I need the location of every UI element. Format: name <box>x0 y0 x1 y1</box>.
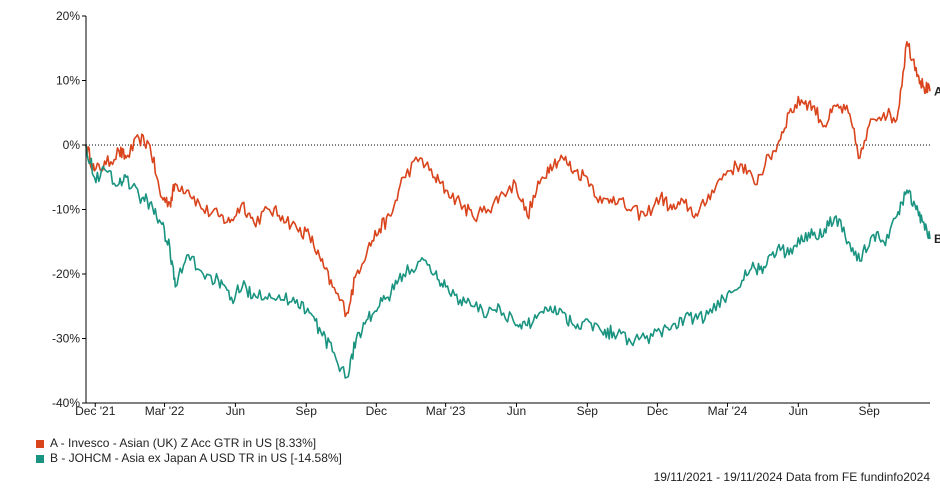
x-tick-label: Jun <box>507 404 526 418</box>
series-line-a <box>85 41 931 318</box>
x-tick-label: Mar '22 <box>145 404 185 418</box>
source-footer: 19/11/2021 - 19/11/2024 Data from FE fun… <box>653 470 930 484</box>
y-tick-label: -30% <box>52 332 80 346</box>
legend-swatch-a <box>36 439 44 448</box>
x-tick-label: Dec '21 <box>75 404 116 418</box>
y-tick-label: 20% <box>56 9 80 23</box>
x-tick-label: Sep <box>577 404 599 418</box>
x-tick-label: Mar '24 <box>708 404 748 418</box>
x-tick-label: Jun <box>789 404 808 418</box>
x-tick-label: Mar '23 <box>426 404 466 418</box>
y-tick-label: 10% <box>56 74 80 88</box>
x-tick-label: Dec <box>647 404 668 418</box>
axis-layer: 20% 10% 0% -10% -20% -30% -40%Dec '21 Mar '22 Ju… <box>52 9 930 418</box>
x-tick-label: Sep <box>858 404 880 418</box>
y-tick-label: -20% <box>52 267 80 281</box>
series-end-label-a: A <box>934 84 940 98</box>
y-tick-label: 0% <box>63 138 81 152</box>
legend: A - Invesco - Asian (UK) Z Acc GTR in US… <box>36 436 342 466</box>
legend-label-b: B - JOHCM - Asia ex Japan A USD TR in US… <box>50 451 342 465</box>
legend-swatch-b <box>36 454 44 463</box>
y-tick-label: -10% <box>52 203 80 217</box>
x-tick-label: Jun <box>226 404 245 418</box>
x-tick-label: Dec <box>366 404 387 418</box>
legend-item-b: B - JOHCM - Asia ex Japan A USD TR in US… <box>36 451 342 466</box>
legend-item-a: A - Invesco - Asian (UK) Z Acc GTR in US… <box>36 436 342 451</box>
legend-label-a: A - Invesco - Asian (UK) Z Acc GTR in US… <box>50 436 317 450</box>
y-tick-label: -40% <box>52 396 80 410</box>
series-end-label-b: B <box>934 232 940 246</box>
series-line-b <box>85 144 931 379</box>
x-tick-label: Sep <box>296 404 318 418</box>
series-layer: AB <box>85 41 940 379</box>
